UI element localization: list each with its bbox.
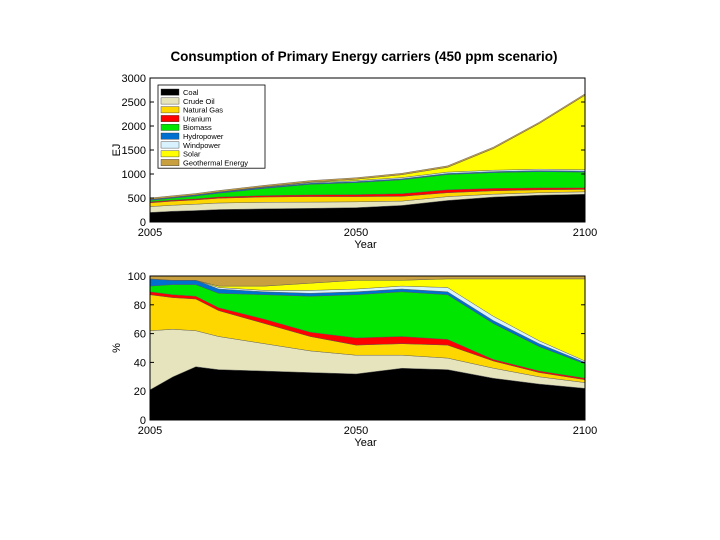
- abs-xtick-label: 2005: [138, 227, 162, 239]
- legend-swatch-uranium: [160, 115, 180, 122]
- legend-swatch-natural-gas: [160, 106, 180, 114]
- abs-ytick-label: 1500: [122, 145, 146, 157]
- pct-ytick-label: 20: [134, 386, 146, 398]
- legend-label-geothermal-energy: Geothermal Energy: [183, 158, 248, 167]
- pct-xtick-label: 2050: [344, 425, 368, 437]
- abs-xlabel: Year: [354, 239, 377, 251]
- abs-ytick-label: 2000: [122, 121, 146, 133]
- abs-ytick-label: 500: [128, 193, 146, 205]
- legend-label-crude-oil: Crude Oil: [183, 97, 215, 106]
- legend-swatch-hydropower: [160, 132, 180, 140]
- pct-ytick-label: 40: [134, 357, 146, 369]
- pct-xtick-label: 2100: [573, 425, 597, 437]
- pct-ytick-label: 60: [134, 329, 146, 341]
- legend-label-natural-gas: Natural Gas: [183, 106, 223, 115]
- legend-label-uranium: Uranium: [183, 114, 211, 123]
- legend-label-biomass: Biomass: [183, 123, 212, 132]
- abs-ytick-label: 0: [140, 217, 146, 229]
- pct-ytick-label: 0: [140, 415, 146, 427]
- legend-label-coal: Coal: [183, 88, 199, 97]
- abs-ytick-label: 3000: [122, 73, 146, 85]
- pct-ytick-label: 100: [128, 271, 146, 283]
- pct-xlabel: Year: [354, 437, 377, 449]
- legend-swatch-biomass: [160, 123, 180, 131]
- chart-title: Consumption of Primary Energy carriers (…: [170, 49, 557, 64]
- share-consumption-chart: 0 20 40 60 80 100 2005 2050 2100 Year%: [111, 271, 597, 449]
- legend-swatch-solar: [160, 150, 180, 158]
- legend-swatch-windpower: [160, 141, 180, 149]
- pct-ylabel: %: [111, 343, 123, 353]
- pct-xtick-label: 2005: [138, 425, 162, 437]
- legend-label-hydropower: Hydropower: [183, 132, 224, 141]
- legend-label-windpower: Windpower: [183, 141, 221, 150]
- abs-ylabel: EJ: [111, 144, 123, 157]
- pct-axes-frame: [149, 275, 586, 421]
- legend-label-solar: Solar: [183, 150, 201, 159]
- abs-ytick-label: 1000: [122, 169, 146, 181]
- legend-swatch-geothermal-energy: [160, 159, 180, 166]
- absolute-consumption-chart: 0 500 1000 1500 2000 2500 3000 2005 2050 2100 Year…: [111, 73, 597, 251]
- legend-swatch-coal: [160, 88, 180, 96]
- abs-ytick-label: 2500: [122, 97, 146, 109]
- pct-ytick-label: 80: [134, 300, 146, 312]
- legend-swatch-crude-oil: [160, 97, 180, 105]
- abs-xtick-label: 2050: [344, 227, 368, 239]
- abs-xtick-label: 2100: [573, 227, 597, 239]
